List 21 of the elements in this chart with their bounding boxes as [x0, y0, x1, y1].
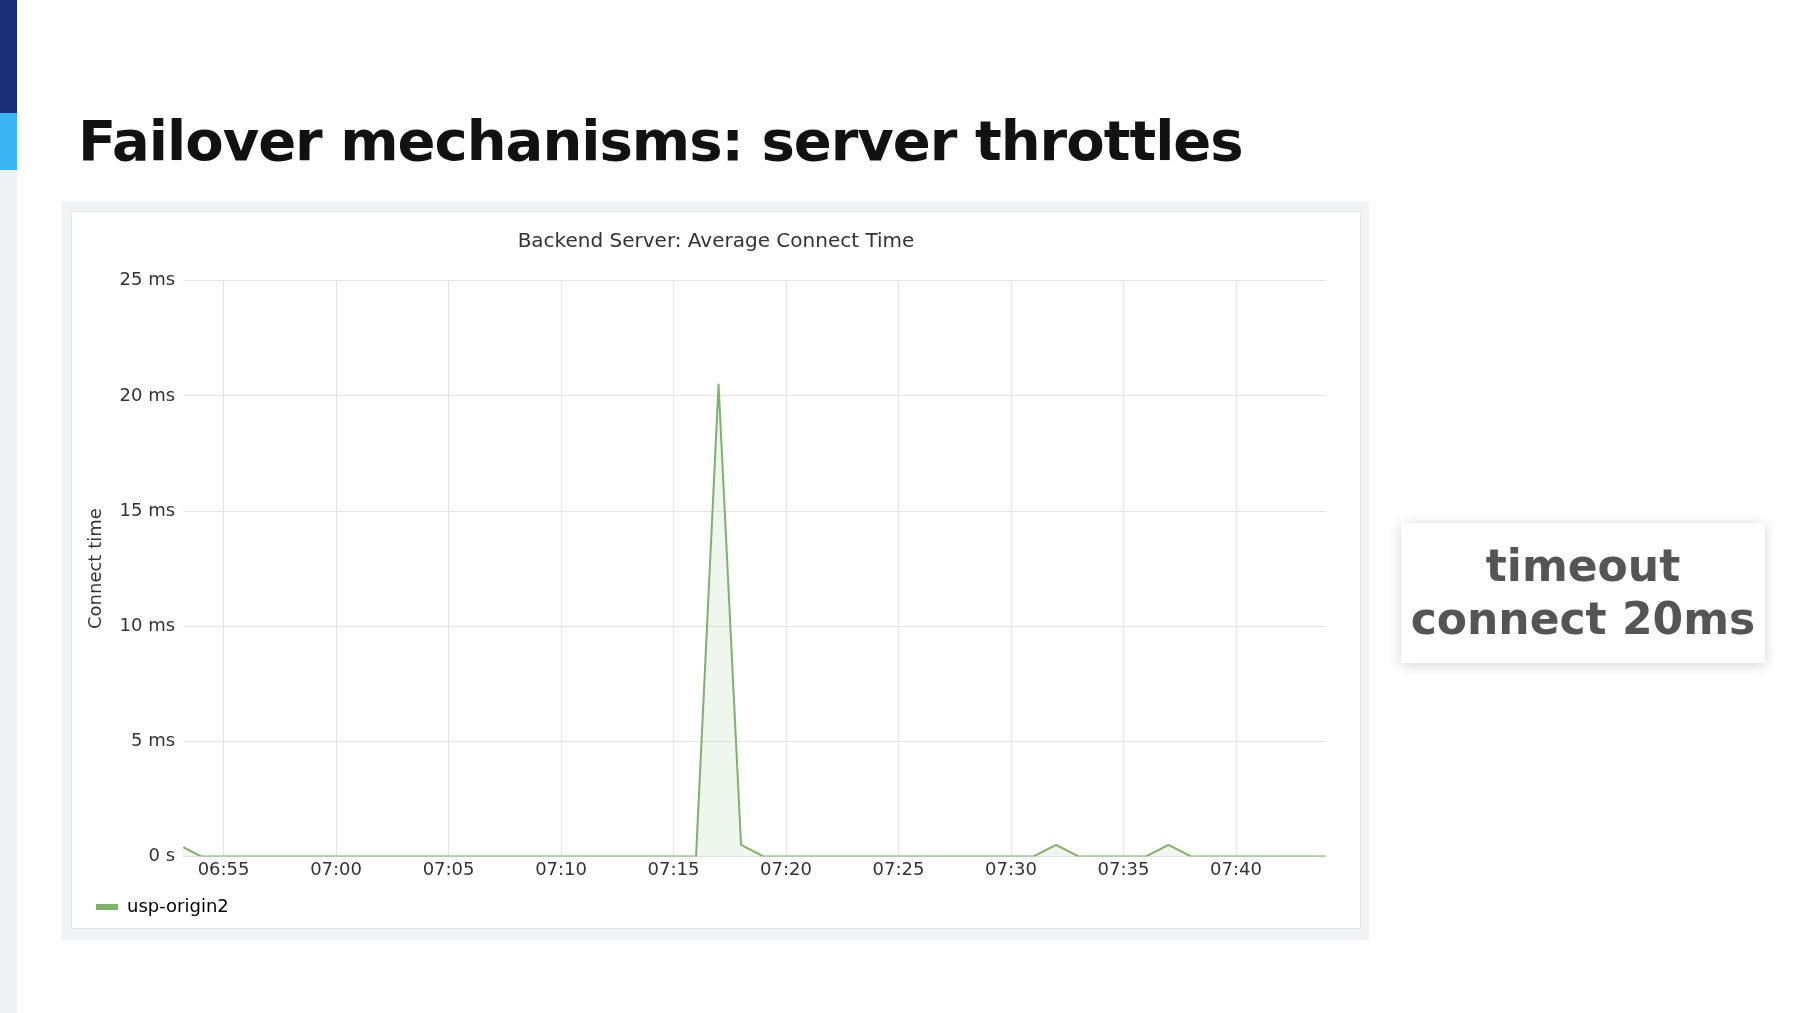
chart-title: Failover mechanisms: server throttles — [78, 108, 1243, 173]
x-tick-label: 07:10 — [535, 857, 587, 879]
x-tick-label: 07:35 — [1097, 857, 1150, 879]
x-tick-label: 07:40 — [1210, 857, 1262, 879]
y-tick-label: 25 ms — [119, 268, 176, 290]
legend-label: usp-origin2 — [127, 894, 229, 916]
y-tick-label: 5 ms — [131, 728, 176, 750]
x-tick-label: 07:20 — [760, 857, 812, 879]
x-tick-label: 07:30 — [985, 857, 1037, 879]
x-tick-label: 07:00 — [310, 857, 363, 879]
x-tick-label: 07:25 — [872, 857, 925, 879]
x-tick-label: 07:05 — [422, 857, 475, 879]
text: timeout connect 20ms — [1401, 523, 1765, 663]
y-tick-label: 0 s — [148, 844, 176, 866]
x-tick-label: 06:55 — [197, 857, 250, 879]
chart-subtitle: Backend Server: Average Connect Time — [516, 228, 916, 252]
x-tick-label: 07:15 — [647, 857, 700, 879]
y-tick-label: 20 ms — [119, 383, 176, 405]
y-tick-label: 15 ms — [119, 498, 176, 520]
y-tick-label: 10 ms — [119, 613, 176, 635]
y-axis-title: Connect time — [84, 508, 106, 630]
